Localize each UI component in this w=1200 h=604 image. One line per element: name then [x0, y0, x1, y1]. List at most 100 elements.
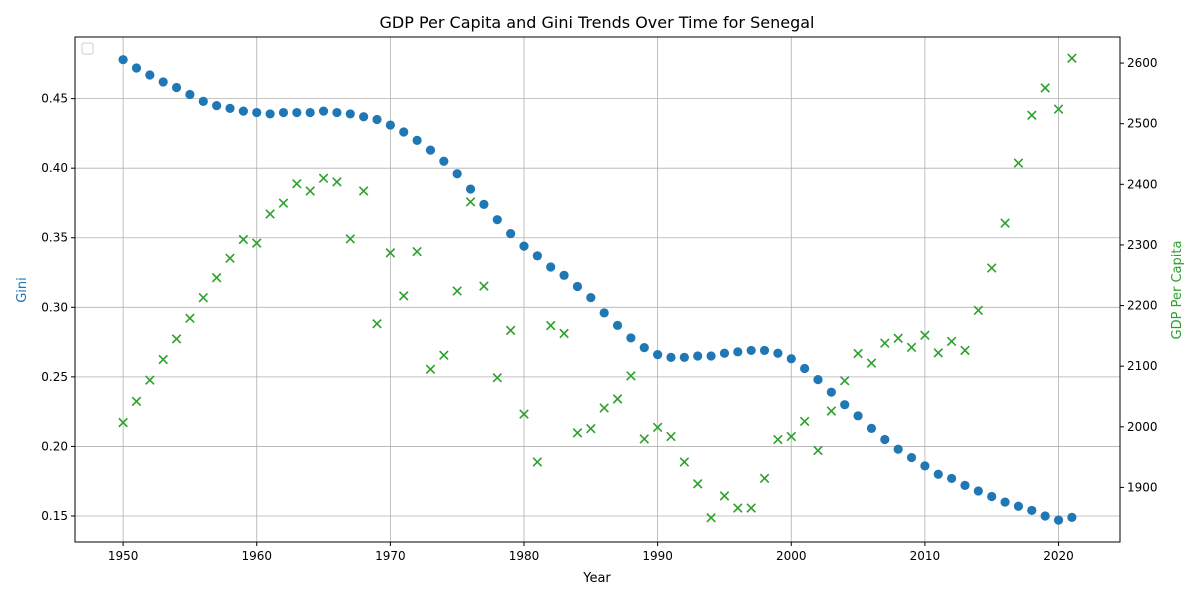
gdp-point: [759, 473, 770, 484]
gini-point: [465, 184, 476, 194]
gdp-point: [866, 358, 877, 368]
gdp-point: [171, 334, 182, 344]
y-right-tick-label: 1900: [1127, 480, 1158, 494]
gdp-point: [652, 422, 663, 433]
gdp-point: [586, 423, 596, 434]
x-tick-label: 1970: [375, 549, 406, 563]
gini-point: [158, 77, 168, 87]
gini-point: [693, 351, 703, 361]
gini-point: [305, 107, 315, 118]
chart-title: GDP Per Capita and Gini Trends Over Time…: [380, 13, 815, 32]
gini-point: [586, 292, 596, 303]
gdp-point: [946, 336, 957, 347]
gdp-point: [465, 197, 476, 207]
gini-point: [292, 107, 302, 118]
gdp-point: [799, 416, 810, 427]
gini-point: [359, 112, 369, 122]
gdp-point: [933, 348, 944, 358]
gini-point: [131, 63, 142, 73]
gini-point: [452, 169, 462, 179]
gini-point: [786, 354, 796, 364]
gini-point: [492, 215, 502, 225]
gini-point: [1000, 497, 1010, 507]
gdp-point: [211, 272, 222, 283]
gini-point: [265, 109, 275, 119]
gdp-point: [973, 305, 984, 316]
y-right-tick-label: 2200: [1127, 299, 1158, 313]
gini-point: [439, 156, 449, 166]
gdp-point: [372, 318, 382, 329]
gini-point: [519, 241, 529, 251]
gini-point: [679, 352, 689, 362]
gdp-point: [1067, 53, 1077, 63]
y-axis-left: 0.15 0.20 0.25 0.30 0.35 0.40 0.45: [41, 92, 75, 523]
gini-point: [572, 281, 583, 292]
gini-point: [920, 461, 930, 471]
gdp-point: [853, 348, 863, 359]
gini-point: [853, 411, 863, 421]
gdp-point: [492, 372, 503, 383]
y-left-tick-label: 0.35: [41, 231, 68, 245]
gini-point: [746, 345, 756, 356]
gdp-point: [479, 281, 489, 291]
gdp-point: [145, 375, 155, 385]
gini-point: [759, 345, 770, 356]
gdp-point: [318, 173, 329, 184]
gdp-point: [880, 338, 890, 348]
gini-point: [198, 96, 208, 107]
gdp-point: [893, 333, 903, 344]
gini-point: [733, 347, 743, 357]
gdp-point: [158, 354, 168, 365]
gdp-point: [385, 248, 396, 258]
gdp-point: [1027, 110, 1037, 120]
y-axis-left-label: Gini: [15, 277, 30, 303]
gini-point: [880, 434, 890, 445]
gdp-point: [572, 428, 583, 438]
gini-point: [372, 114, 382, 125]
gdp-point: [1040, 83, 1050, 93]
gini-point: [719, 348, 730, 358]
gini-point: [960, 480, 970, 490]
gdp-point: [225, 253, 235, 264]
gini-point: [987, 491, 997, 502]
gini-point: [318, 106, 329, 116]
gdp-point: [599, 403, 609, 413]
gdp-point: [746, 503, 756, 513]
y-left-tick-label: 0.30: [41, 300, 68, 314]
gini-point: [653, 350, 663, 360]
gini-point: [893, 444, 903, 454]
gdp-point: [332, 177, 342, 187]
gdp-point: [906, 342, 917, 353]
gdp-point: [452, 286, 462, 296]
gdp-point: [425, 364, 436, 374]
gini-point: [1067, 512, 1077, 522]
gini-point: [706, 351, 716, 361]
y-left-tick-label: 0.15: [41, 509, 68, 523]
gdp-point: [398, 291, 409, 301]
gini-point: [532, 251, 542, 261]
gdp-point: [358, 186, 369, 196]
gini-point: [666, 352, 676, 362]
grid-lines: [75, 37, 1120, 542]
x-axis: 1950 1960 1970 1980 1990 2000 2010 2020: [108, 542, 1074, 563]
gdp-point: [505, 325, 516, 336]
x-tick-label: 1980: [509, 549, 540, 563]
gini-point: [171, 82, 182, 93]
gdp-point: [519, 409, 529, 419]
gdp-point: [1000, 218, 1010, 228]
gini-series: [118, 55, 1077, 525]
gini-point: [345, 109, 355, 119]
gini-point: [773, 348, 783, 358]
gdp-point: [706, 512, 716, 523]
gini-point: [399, 127, 409, 137]
gini-point: [639, 343, 649, 353]
gini-point: [1040, 511, 1050, 521]
gdp-point: [439, 350, 449, 361]
gini-point: [212, 100, 222, 111]
y-right-tick-label: 2400: [1127, 177, 1158, 191]
y-left-tick-label: 0.40: [41, 161, 68, 175]
gdp-point: [920, 330, 930, 341]
gdp-point: [626, 371, 636, 381]
legend-empty: [81, 42, 94, 55]
